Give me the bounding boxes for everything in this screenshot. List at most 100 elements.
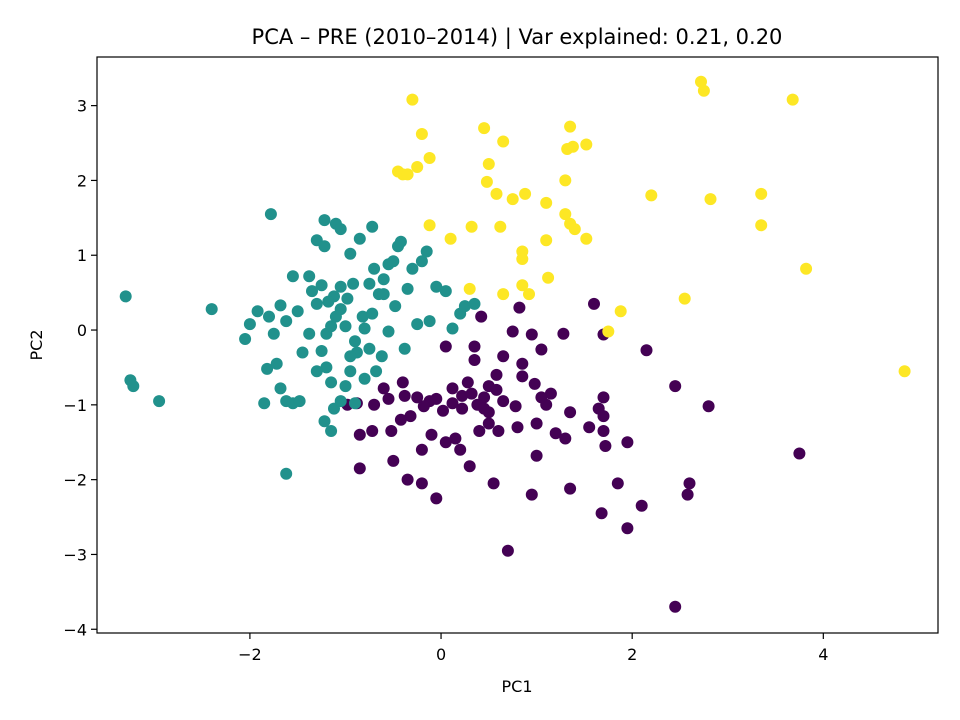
data-point-cluster-2-44 bbox=[755, 219, 768, 232]
data-point-cluster-0-68 bbox=[404, 410, 417, 423]
data-point-cluster-1-72 bbox=[468, 297, 481, 310]
data-point-cluster-2-14 bbox=[506, 193, 519, 206]
data-point-cluster-0-41 bbox=[463, 460, 476, 473]
data-point-cluster-0-87 bbox=[535, 391, 548, 404]
y-axis-label: PC2 bbox=[27, 330, 46, 361]
data-point-cluster-0-69 bbox=[398, 389, 411, 402]
data-point-cluster-1-0 bbox=[119, 290, 132, 303]
data-point-cluster-2-20 bbox=[540, 234, 553, 247]
data-point-cluster-0-1 bbox=[513, 301, 526, 314]
data-point-cluster-2-6 bbox=[401, 168, 414, 181]
data-point-cluster-1-4 bbox=[205, 303, 218, 316]
data-point-cluster-1-23 bbox=[303, 270, 316, 283]
data-point-cluster-1-78 bbox=[370, 365, 383, 378]
data-point-cluster-0-81 bbox=[439, 436, 452, 449]
data-point-cluster-2-36 bbox=[614, 305, 627, 318]
data-point-cluster-1-43 bbox=[315, 345, 328, 357]
data-point-cluster-0-82 bbox=[456, 402, 469, 415]
data-point-cluster-0-88 bbox=[478, 402, 491, 415]
data-point-cluster-1-87 bbox=[310, 297, 323, 310]
y-axis: −4 −3 −2 −1 0 1 2 3 bbox=[63, 97, 97, 639]
data-point-cluster-1-59 bbox=[387, 255, 400, 268]
data-point-cluster-1-69 bbox=[446, 322, 459, 335]
data-point-cluster-1-55 bbox=[366, 307, 379, 320]
data-point-cluster-0-42 bbox=[449, 432, 462, 445]
data-point-cluster-1-41 bbox=[318, 415, 331, 428]
data-point-cluster-1-18 bbox=[280, 467, 293, 480]
data-point-cluster-2-33 bbox=[523, 288, 535, 301]
data-point-cluster-1-76 bbox=[382, 325, 395, 338]
data-point-cluster-0-66 bbox=[417, 400, 430, 413]
data-point-cluster-1-61 bbox=[394, 235, 407, 248]
data-point-cluster-1-34 bbox=[320, 361, 333, 374]
data-point-cluster-2-37 bbox=[602, 325, 615, 338]
data-point-cluster-1-47 bbox=[334, 303, 347, 316]
data-point-cluster-0-38 bbox=[387, 454, 400, 467]
data-point-cluster-1-11 bbox=[261, 362, 274, 375]
data-point-cluster-2-43 bbox=[755, 187, 768, 200]
plot-frame bbox=[96, 56, 939, 634]
data-point-cluster-0-12 bbox=[516, 357, 529, 370]
y-tick-label-3: −1 bbox=[63, 396, 87, 415]
data-point-cluster-1-31 bbox=[353, 232, 366, 245]
x-axis-label: PC1 bbox=[502, 677, 533, 696]
data-point-cluster-2-22 bbox=[564, 120, 577, 133]
data-point-cluster-2-26 bbox=[559, 174, 572, 187]
data-point-cluster-2-27 bbox=[559, 208, 572, 221]
data-point-cluster-2-17 bbox=[494, 220, 507, 233]
data-point-cluster-0-61 bbox=[465, 387, 478, 400]
data-point-cluster-1-86 bbox=[315, 279, 328, 292]
data-point-cluster-1-8 bbox=[251, 305, 264, 318]
data-point-cluster-0-60 bbox=[456, 389, 469, 402]
data-point-cluster-1-24 bbox=[306, 285, 318, 298]
data-point-cluster-0-25 bbox=[681, 488, 694, 501]
data-point-cluster-1-38 bbox=[339, 380, 352, 393]
data-point-cluster-1-33 bbox=[296, 346, 309, 359]
data-point-cluster-1-53 bbox=[356, 310, 369, 323]
y-tick-label-6: 2 bbox=[77, 171, 87, 190]
data-point-cluster-1-81 bbox=[349, 397, 361, 410]
data-point-cluster-0-5 bbox=[640, 344, 653, 357]
data-point-cluster-0-3 bbox=[588, 297, 600, 310]
data-point-cluster-0-53 bbox=[509, 400, 522, 413]
data-point-cluster-1-30 bbox=[344, 247, 357, 260]
data-point-cluster-0-72 bbox=[382, 392, 395, 405]
data-point-cluster-1-7 bbox=[239, 333, 252, 345]
data-point-cluster-1-10 bbox=[267, 327, 280, 340]
data-point-cluster-2-3 bbox=[411, 161, 424, 173]
data-point-cluster-1-71 bbox=[458, 300, 471, 313]
data-point-cluster-2-11 bbox=[482, 158, 495, 170]
data-point-cluster-0-22 bbox=[595, 507, 608, 520]
data-point-cluster-0-16 bbox=[599, 440, 612, 452]
y-tick-label-2: −2 bbox=[63, 471, 87, 490]
data-point-cluster-0-46 bbox=[511, 421, 524, 434]
data-point-cluster-1-37 bbox=[334, 395, 347, 408]
data-point-cluster-0-91 bbox=[446, 382, 459, 395]
data-point-cluster-1-21 bbox=[286, 270, 299, 283]
data-point-cluster-2-35 bbox=[463, 282, 476, 295]
data-point-cluster-0-63 bbox=[437, 404, 449, 417]
data-point-cluster-0-80 bbox=[425, 428, 438, 441]
data-point-cluster-1-88 bbox=[368, 262, 381, 275]
data-point-cluster-0-79 bbox=[396, 376, 409, 389]
data-point-cluster-2-25 bbox=[580, 138, 593, 151]
data-point-cluster-0-84 bbox=[468, 354, 481, 366]
data-point-cluster-1-40 bbox=[325, 425, 338, 437]
data-point-cluster-1-77 bbox=[375, 350, 388, 363]
points-layer bbox=[119, 75, 911, 613]
data-point-cluster-0-39 bbox=[415, 443, 428, 456]
data-point-cluster-1-68 bbox=[439, 285, 452, 298]
data-point-cluster-1-67 bbox=[430, 280, 443, 293]
data-point-cluster-0-7 bbox=[525, 328, 538, 341]
data-point-cluster-0-52 bbox=[528, 377, 541, 390]
data-point-cluster-0-85 bbox=[490, 383, 503, 396]
data-point-cluster-0-44 bbox=[482, 417, 495, 430]
data-point-cluster-0-14 bbox=[597, 410, 610, 423]
x-tick-label-1: 0 bbox=[436, 645, 446, 664]
data-point-cluster-1-12 bbox=[270, 357, 283, 370]
data-point-cluster-1-50 bbox=[347, 277, 360, 290]
data-point-cluster-2-39 bbox=[678, 292, 691, 305]
data-point-cluster-0-62 bbox=[446, 397, 459, 410]
data-point-cluster-0-73 bbox=[368, 398, 381, 411]
